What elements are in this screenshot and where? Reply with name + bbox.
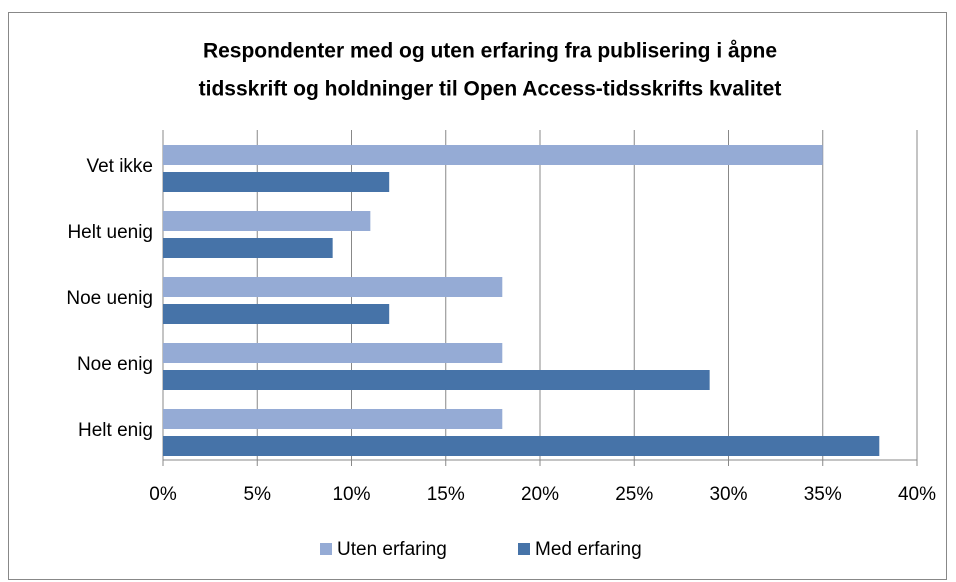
y-tick-label: Helt enig xyxy=(78,420,153,441)
bar xyxy=(163,436,880,456)
legend-label: Med erfaring xyxy=(535,539,642,560)
y-tick-label: Vet ikke xyxy=(86,156,153,177)
y-tick-label: Noe uenig xyxy=(66,288,153,309)
x-tick-label: 30% xyxy=(709,484,747,505)
x-tick-label: 5% xyxy=(244,484,272,505)
bar xyxy=(163,172,390,192)
y-tick-label: Helt uenig xyxy=(67,222,153,243)
x-tick-label: 20% xyxy=(521,484,559,505)
bar xyxy=(163,409,503,429)
bar xyxy=(163,238,333,258)
legend-swatch xyxy=(320,543,332,555)
bar xyxy=(163,211,371,231)
x-tick-label: 40% xyxy=(898,484,936,505)
x-tick-label: 35% xyxy=(804,484,842,505)
legend-label: Uten erfaring xyxy=(337,539,447,560)
y-tick-label: Noe enig xyxy=(77,354,153,375)
chart-title: Respondenter med og uten erfaring fra pu… xyxy=(203,40,777,63)
bar xyxy=(163,145,823,165)
bar xyxy=(163,277,503,297)
bar xyxy=(163,304,390,324)
x-tick-label: 0% xyxy=(149,484,177,505)
x-tick-label: 25% xyxy=(615,484,653,505)
chart-title: tidsskrift og holdninger til Open Access… xyxy=(199,78,782,101)
legend-swatch xyxy=(518,543,530,555)
bar xyxy=(163,370,710,390)
x-tick-label: 15% xyxy=(427,484,465,505)
bar xyxy=(163,343,503,363)
x-tick-label: 10% xyxy=(332,484,370,505)
